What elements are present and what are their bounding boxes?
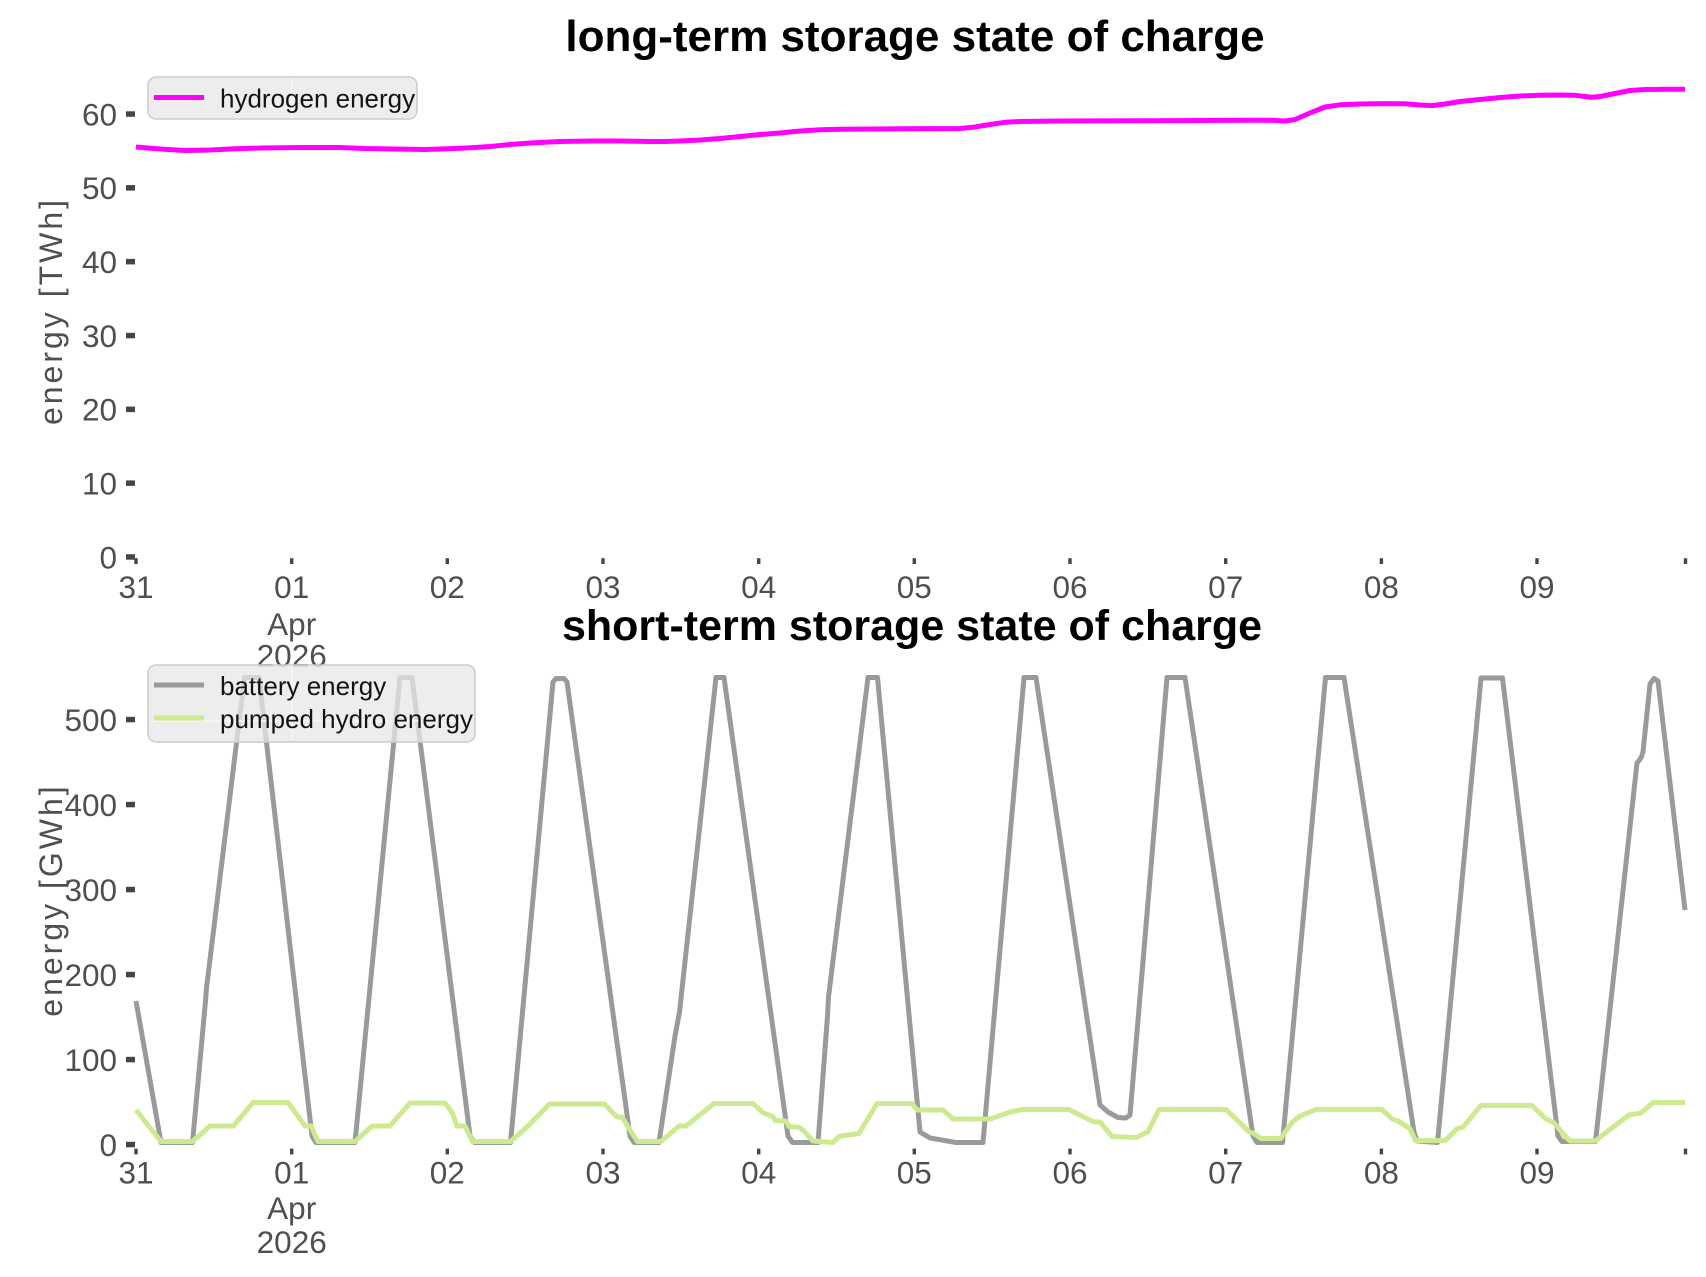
svg-text:long-term storage state of cha: long-term storage state of charge — [565, 12, 1264, 61]
svg-text:0: 0 — [99, 539, 117, 575]
svg-text:04: 04 — [741, 1155, 776, 1191]
svg-text:03: 03 — [585, 569, 620, 605]
svg-text:500: 500 — [64, 702, 117, 738]
svg-text:300: 300 — [64, 872, 117, 908]
svg-text:60: 60 — [82, 96, 117, 132]
svg-text:06: 06 — [1052, 1155, 1087, 1191]
svg-text:07: 07 — [1208, 1155, 1243, 1191]
svg-text:20: 20 — [82, 392, 117, 428]
svg-text:08: 08 — [1364, 1155, 1399, 1191]
svg-text:0: 0 — [99, 1127, 117, 1163]
svg-text:03: 03 — [585, 1155, 620, 1191]
svg-text:05: 05 — [897, 569, 932, 605]
svg-text:01: 01 — [274, 569, 309, 605]
svg-text:Apr: Apr — [267, 606, 316, 642]
svg-text:09: 09 — [1519, 569, 1554, 605]
svg-text:2026: 2026 — [257, 1224, 327, 1260]
svg-text:short-term storage state of ch: short-term storage state of charge — [562, 602, 1262, 650]
svg-text:08: 08 — [1364, 569, 1399, 605]
svg-text:02: 02 — [430, 569, 465, 605]
svg-text:pumped hydro energy: pumped hydro energy — [220, 704, 473, 734]
svg-text:battery energy: battery energy — [220, 671, 386, 701]
svg-text:10: 10 — [82, 466, 117, 502]
svg-text:01: 01 — [274, 1155, 309, 1191]
svg-text:07: 07 — [1208, 569, 1243, 605]
svg-text:hydrogen energy: hydrogen energy — [220, 84, 415, 114]
svg-text:40: 40 — [82, 244, 117, 280]
svg-text:31: 31 — [118, 1155, 153, 1191]
svg-text:200: 200 — [64, 957, 117, 993]
svg-text:400: 400 — [64, 787, 117, 823]
svg-text:31: 31 — [118, 569, 153, 605]
svg-text:05: 05 — [897, 1155, 932, 1191]
svg-text:30: 30 — [82, 318, 117, 354]
svg-text:Apr: Apr — [267, 1190, 316, 1226]
svg-text:04: 04 — [741, 569, 776, 605]
svg-text:50: 50 — [82, 170, 117, 206]
svg-text:06: 06 — [1052, 569, 1087, 605]
svg-text:energy [GWh]: energy [GWh] — [33, 783, 69, 1016]
svg-text:09: 09 — [1519, 1155, 1554, 1191]
svg-text:02: 02 — [430, 1155, 465, 1191]
svg-text:energy [TWh]: energy [TWh] — [33, 197, 69, 425]
svg-text:100: 100 — [64, 1042, 117, 1078]
